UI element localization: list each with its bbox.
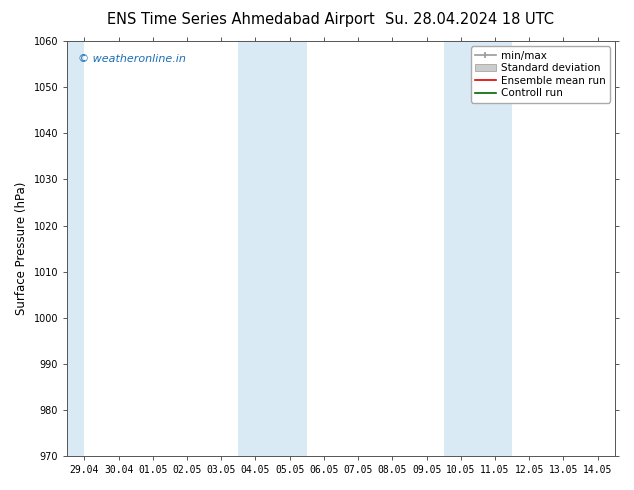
Y-axis label: Surface Pressure (hPa): Surface Pressure (hPa) [15,182,28,315]
Text: © weatheronline.in: © weatheronline.in [78,54,186,64]
Text: Su. 28.04.2024 18 UTC: Su. 28.04.2024 18 UTC [385,12,553,27]
Legend: min/max, Standard deviation, Ensemble mean run, Controll run: min/max, Standard deviation, Ensemble me… [470,47,610,102]
Bar [67,41,84,456]
Bar [444,41,512,456]
Text: ENS Time Series Ahmedabad Airport: ENS Time Series Ahmedabad Airport [107,12,375,27]
Bar [238,41,307,456]
